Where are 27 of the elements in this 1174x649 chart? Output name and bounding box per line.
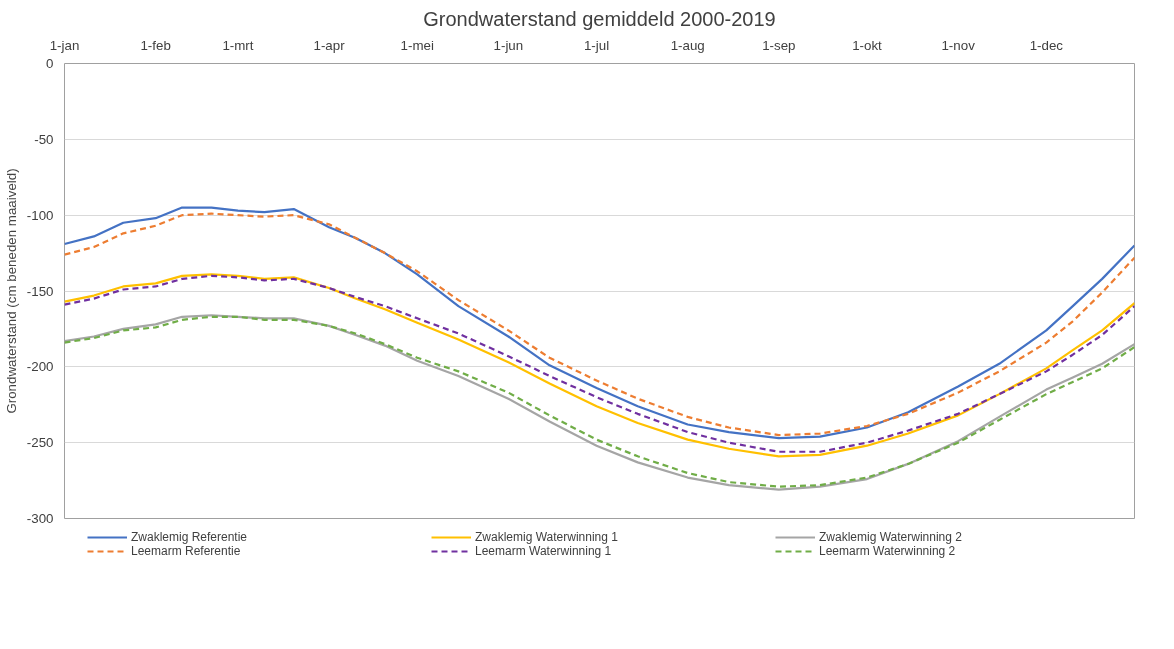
x-tick-label: 1-dec — [1029, 37, 1064, 53]
legend-label: Leemarm Waterwinning 2 — [819, 544, 957, 558]
x-tick-label: 1-mei — [400, 37, 434, 53]
legend-label: Zwaklemig Waterwinning 1 — [475, 530, 619, 544]
chart-title: Grondwaterstand gemiddeld 2000-2019 — [423, 7, 776, 30]
x-tick-label: 1-apr — [313, 37, 346, 53]
y-tick-label: -250 — [26, 435, 54, 451]
x-tick-label: 1-jun — [493, 37, 524, 53]
x-tick-label: 1-aug — [670, 37, 705, 53]
legend-label: Leemarm Waterwinning 1 — [475, 544, 613, 558]
x-tick-label: 1-sep — [762, 37, 796, 53]
x-tick-label: 1-feb — [140, 37, 171, 53]
y-tick-label: -300 — [26, 511, 54, 526]
y-tick-label: -150 — [26, 283, 54, 299]
y-tick-label: 0 — [46, 56, 54, 71]
y-tick-label: -200 — [26, 359, 54, 375]
x-tick-label: 1-jan — [49, 37, 80, 53]
x-tick-label: 1-jul — [583, 37, 610, 53]
x-tick-label: 1-nov — [941, 37, 976, 53]
legend-label: Zwaklemig Waterwinning 2 — [819, 530, 963, 544]
y-tick-label: -50 — [34, 131, 54, 147]
legend-label: Zwaklemig Referentie — [131, 530, 249, 544]
x-tick-label: 1-okt — [852, 37, 883, 53]
y-tick-label: -100 — [26, 207, 54, 223]
x-tick-label: 1-mrt — [222, 37, 254, 53]
y-axis-title: Grondwaterstand (cm beneden maaiveld) — [3, 168, 19, 414]
legend-label: Leemarm Referentie — [131, 544, 242, 558]
